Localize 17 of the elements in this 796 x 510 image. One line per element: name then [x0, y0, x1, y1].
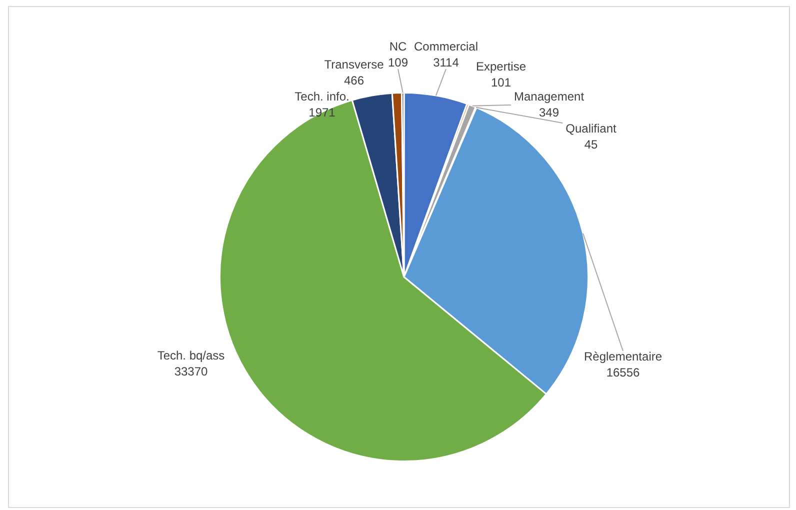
slice-label: Tech. info.	[294, 89, 350, 104]
slice-label: Tech. bq/ass	[157, 348, 225, 362]
slice-label: Commercial	[414, 39, 478, 54]
slice-label: Management	[514, 89, 585, 104]
slice-label: Expertise	[476, 59, 526, 74]
slice-label: NC	[389, 39, 407, 54]
data-label: 101	[490, 75, 512, 90]
data-label: 466	[344, 73, 364, 88]
slice-label: Qualifiant	[566, 121, 618, 136]
data-label: 109	[388, 55, 408, 70]
data-label: 33370	[174, 364, 208, 378]
slice-label: Transverse	[324, 57, 384, 72]
slice-label: Règlementaire	[584, 349, 662, 364]
data-label: 45	[584, 137, 598, 152]
data-label: 3114	[433, 55, 460, 70]
data-label: 16556	[606, 365, 640, 380]
data-label: 349	[538, 105, 560, 120]
